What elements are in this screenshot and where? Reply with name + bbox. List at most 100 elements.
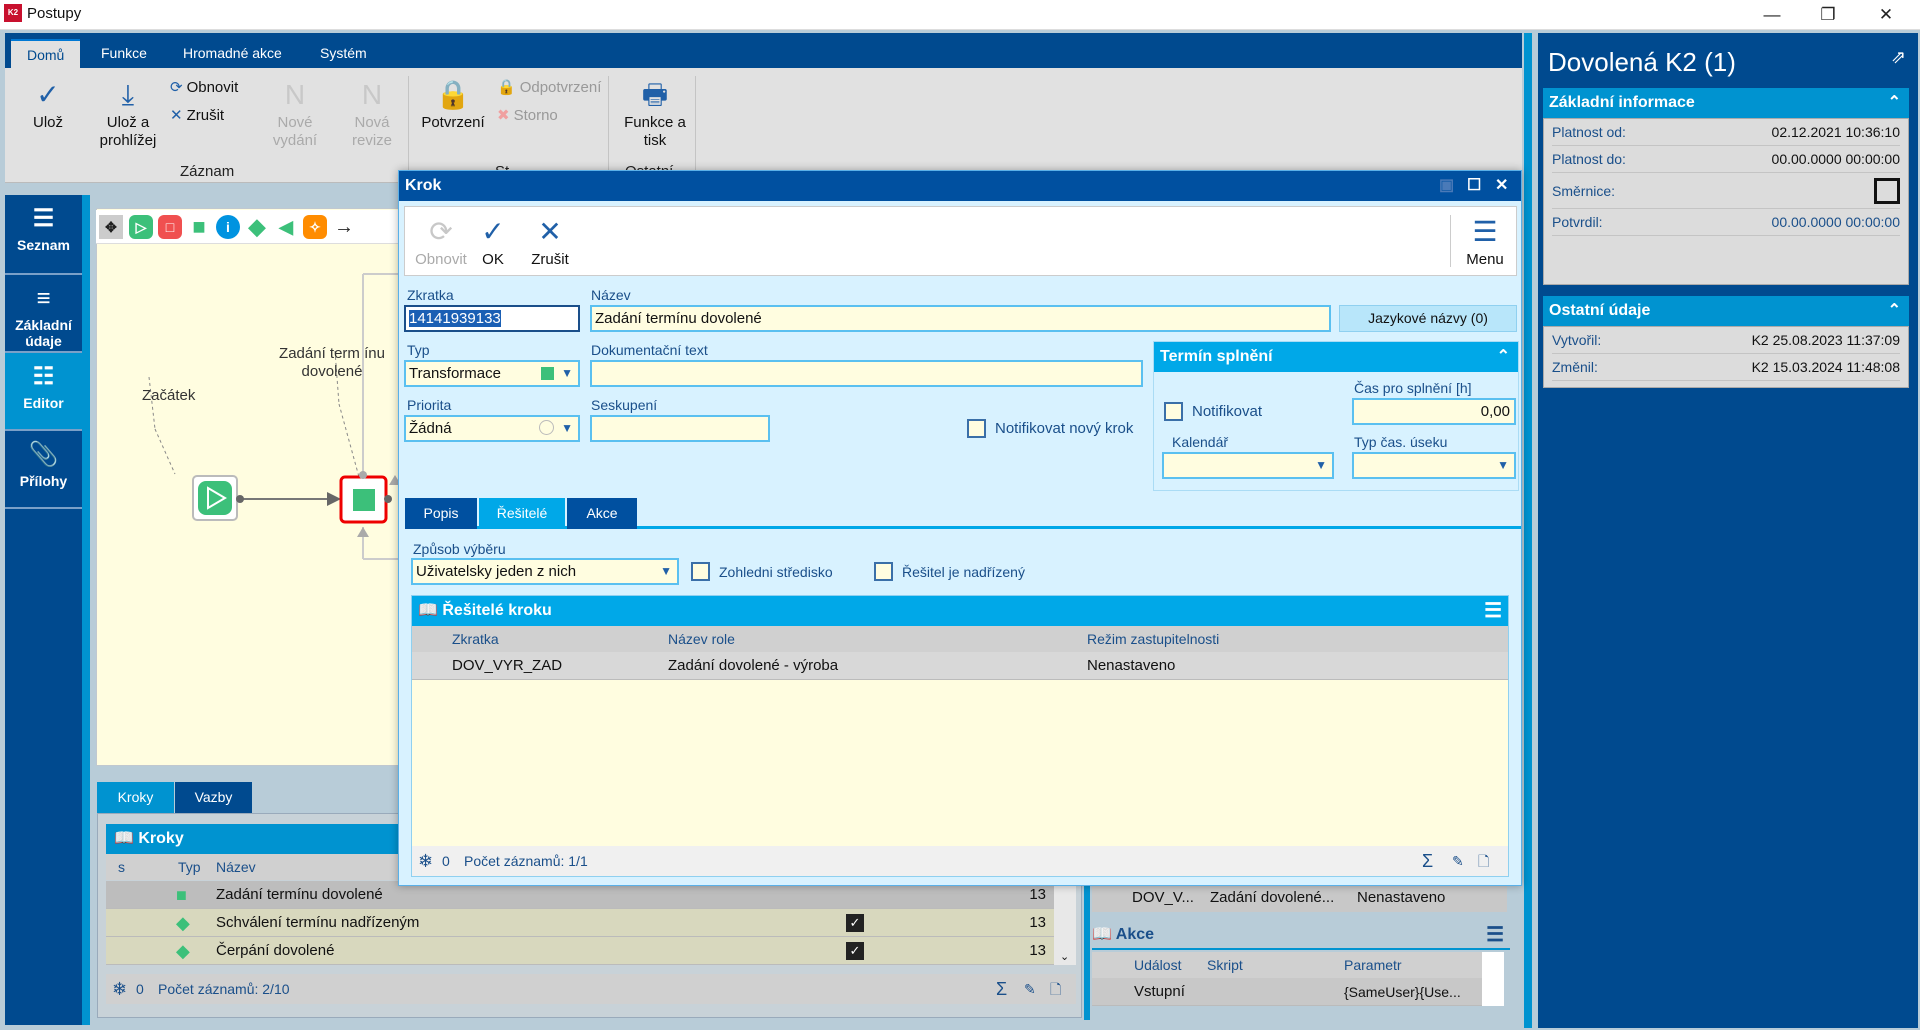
section-header[interactable]: Základní informace ⌃ <box>1543 88 1909 118</box>
typ-label: Typ <box>407 342 430 358</box>
sum-icon[interactable]: Σ <box>1422 851 1434 871</box>
column-nazev[interactable]: Název <box>216 859 256 875</box>
time-input[interactable]: 0,00 <box>1352 398 1516 425</box>
edit-icon[interactable]: ✎ <box>1024 981 1036 997</box>
typ-select[interactable]: Transformace ▼ <box>404 360 580 387</box>
row-checkbox[interactable]: ✓ <box>846 942 864 960</box>
chevron-up-icon[interactable]: ⌃ <box>1496 348 1510 365</box>
row-value: 13 <box>1029 914 1046 931</box>
dock-icon[interactable]: ▣ <box>1439 177 1455 194</box>
zkratka-input[interactable]: 14141939133 <box>404 305 580 332</box>
nazev-input[interactable]: Zadání termínu dovolené <box>590 305 1331 332</box>
tab-akce[interactable]: Akce <box>567 498 637 529</box>
column-typ[interactable]: Typ <box>178 859 201 875</box>
merge-tool-icon[interactable]: ✧ <box>303 215 327 239</box>
akce-row[interactable]: Vstupní {SameUser}{Use... <box>1092 978 1482 1006</box>
tab-hromadne-akce[interactable]: Hromadné akce <box>183 45 282 61</box>
splitter[interactable] <box>1524 33 1532 1028</box>
section-header[interactable]: Ostatní údaje ⌃ <box>1543 296 1909 326</box>
triangle-tool-icon[interactable]: ◀ <box>279 217 293 237</box>
row-checkbox[interactable]: ✓ <box>846 914 864 932</box>
new-revision-button[interactable]: N Nová revize <box>344 76 400 150</box>
menu-icon[interactable]: ☰ <box>1486 924 1504 946</box>
column-rezim[interactable]: Režim zastupitelnosti <box>1087 631 1220 647</box>
close-button[interactable]: ✕ <box>1878 5 1894 24</box>
scrollbar[interactable]: ⌄ <box>1054 881 1076 965</box>
chevron-up-icon[interactable]: ⌃ <box>1887 302 1901 319</box>
column-parametr[interactable]: Parametr <box>1344 957 1402 973</box>
close-icon[interactable]: ✕ <box>1495 177 1509 194</box>
confirm-button[interactable]: 🔒 Potvrzení <box>418 76 488 132</box>
filter-icon[interactable]: ❄ <box>112 979 128 999</box>
restore-button[interactable]: ❐ <box>1820 5 1836 24</box>
refresh-button[interactable]: ⟳ Obnovit <box>413 213 469 269</box>
sidebar-item-prilohy[interactable]: 📎 Přílohy <box>5 431 82 509</box>
tab-system[interactable]: Systém <box>320 45 367 61</box>
menu-button[interactable]: ☰ Menu <box>1460 213 1510 269</box>
is-superior-checkbox[interactable] <box>874 562 893 581</box>
ok-button[interactable]: ✓ OK <box>475 213 511 269</box>
priorita-label: Priorita <box>407 397 452 413</box>
scrollbar[interactable] <box>1482 952 1504 1006</box>
new-edition-button[interactable]: N Nové vydání <box>267 76 323 150</box>
column-zkratka[interactable]: Zkratka <box>452 631 499 647</box>
tab-vazby[interactable]: Vazby <box>175 782 252 813</box>
tab-funkce[interactable]: Funkce <box>101 45 147 61</box>
refresh-button[interactable]: ⟳ Obnovit <box>170 78 238 96</box>
smernice-checkbox[interactable] <box>1874 177 1900 204</box>
filter-icon[interactable]: ❄ <box>418 851 434 871</box>
diagram-canvas[interactable]: Začátek Zadání term ínu dovolené <box>96 208 401 766</box>
table-row[interactable]: DOV_VYR_ZAD Zadání dovolené - výroba Nen… <box>412 652 1508 680</box>
arrow-tool-icon[interactable]: → <box>334 216 354 238</box>
add-record-icon[interactable]: 🗋 <box>1050 981 1062 997</box>
language-names-button[interactable]: Jazykové názvy (0) <box>1339 305 1517 332</box>
save-and-view-button[interactable]: ⤓ Ulož a prohlížej <box>93 76 163 150</box>
consider-center-checkbox[interactable] <box>691 562 710 581</box>
period-select[interactable]: ▼ <box>1352 452 1516 479</box>
doc-input[interactable] <box>590 360 1143 387</box>
method-select[interactable]: Uživatelsky jeden z nich ▼ <box>411 558 679 585</box>
table-row[interactable]: ◆ Schválení termínu nadřízeným ✓ 13 <box>106 909 1054 937</box>
storno-button[interactable]: ✖ Storno <box>497 106 558 124</box>
info-tool-icon[interactable]: i <box>216 215 240 239</box>
notify-checkbox[interactable] <box>1164 402 1183 421</box>
column-skript[interactable]: Skript <box>1207 957 1243 973</box>
calendar-select[interactable]: ▼ <box>1162 452 1334 479</box>
save-button[interactable]: ✓ Ulož <box>23 76 73 132</box>
unconfirm-button[interactable]: 🔒 Odpotvrzení <box>497 78 601 96</box>
move-icon[interactable]: ✥ <box>99 215 123 239</box>
splitter[interactable] <box>1084 870 1090 1020</box>
chevron-up-icon[interactable]: ⌃ <box>1887 94 1901 111</box>
table-row[interactable]: ◆ Čerpání dovolené ✓ 13 <box>106 937 1054 965</box>
tab-kroky[interactable]: Kroky <box>97 782 174 813</box>
start-tool-icon[interactable]: ▷ <box>129 215 153 239</box>
maximize-icon[interactable]: ☐ <box>1467 177 1482 194</box>
add-record-icon[interactable]: 🗋 <box>1478 853 1490 869</box>
sidebar-item-editor[interactable]: ☷ Editor <box>5 353 82 431</box>
sidebar-item-seznam[interactable]: ☰ Seznam <box>5 195 82 275</box>
column-s[interactable]: s <box>118 859 125 875</box>
column-nazev-role[interactable]: Název role <box>668 631 735 647</box>
sidebar-item-zakladni-udaje[interactable]: ≡ Základní údaje <box>5 275 82 353</box>
cancel-button[interactable]: ✕ Zrušit <box>525 213 575 269</box>
notify-new-step-checkbox[interactable] <box>967 419 986 438</box>
tab-popis[interactable]: Popis <box>405 498 477 529</box>
sum-icon[interactable]: Σ <box>996 979 1008 999</box>
print-button[interactable]: 🖶 Funkce a tisk <box>617 76 693 150</box>
priorita-select[interactable]: Žádná ▼ <box>404 415 580 442</box>
tab-domu[interactable]: Domů <box>11 39 81 68</box>
seskupeni-input[interactable] <box>590 415 770 442</box>
deadline-header[interactable]: Termín splnění ⌃ <box>1154 342 1518 372</box>
minimize-button[interactable]: — <box>1763 5 1781 24</box>
end-tool-icon[interactable]: □ <box>158 215 182 239</box>
square-tool-icon[interactable]: ■ <box>192 214 206 239</box>
label: prohlížej <box>99 132 157 149</box>
tab-resitele[interactable]: Řešitelé <box>479 498 565 529</box>
table-row[interactable]: DOV_V... Zadání dovolené... Nenastaveno <box>1092 884 1507 912</box>
menu-icon[interactable]: ☰ <box>1484 600 1502 622</box>
popout-icon[interactable]: ⇗ <box>1890 47 1906 67</box>
cancel-button[interactable]: ✕ Zrušit <box>170 106 224 124</box>
column-udalost[interactable]: Událost <box>1134 957 1182 973</box>
diamond-tool-icon[interactable]: ◆ <box>248 214 266 239</box>
edit-icon[interactable]: ✎ <box>1452 853 1464 869</box>
